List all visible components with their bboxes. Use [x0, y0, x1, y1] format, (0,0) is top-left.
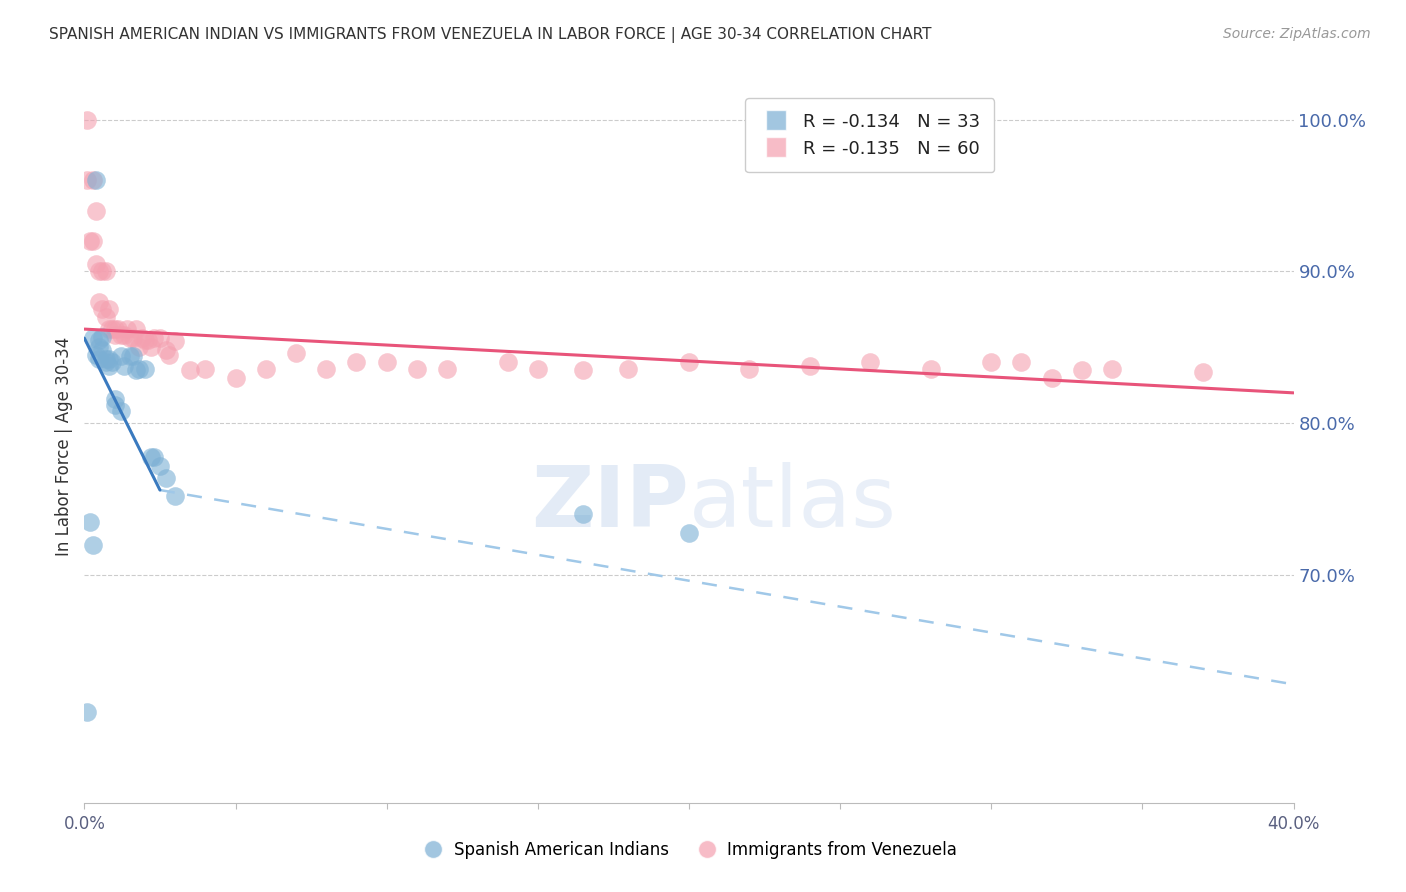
Point — [97, 359, 120, 373]
Point — [165, 489, 187, 503]
Point — [225, 370, 247, 384]
Point — [375, 355, 398, 369]
Point — [110, 328, 132, 343]
Point — [1011, 355, 1033, 369]
Point — [134, 333, 156, 347]
Point — [76, 705, 98, 719]
Point — [91, 264, 114, 278]
Point — [97, 322, 120, 336]
Text: atlas: atlas — [689, 461, 897, 545]
Point — [118, 350, 141, 364]
Point — [179, 363, 201, 377]
Point — [139, 450, 162, 464]
Point — [617, 361, 640, 376]
Point — [149, 458, 172, 473]
Text: ZIP: ZIP — [531, 461, 689, 545]
Point — [79, 234, 101, 248]
Point — [134, 361, 156, 376]
Point — [1040, 370, 1063, 384]
Point — [91, 343, 114, 358]
Point — [121, 331, 143, 345]
Point — [89, 333, 111, 347]
Point — [678, 355, 700, 369]
Point — [104, 322, 127, 336]
Point — [82, 173, 104, 187]
Point — [82, 331, 104, 345]
Point — [1071, 363, 1094, 377]
Point — [572, 508, 595, 522]
Point — [89, 294, 111, 309]
Point — [980, 355, 1002, 369]
Point — [285, 346, 308, 360]
Point — [115, 322, 138, 336]
Point — [346, 355, 368, 369]
Point — [859, 355, 882, 369]
Point — [155, 471, 177, 485]
Point — [157, 348, 180, 362]
Point — [131, 331, 153, 345]
Point — [128, 340, 150, 354]
Point — [136, 333, 159, 347]
Point — [82, 538, 104, 552]
Point — [125, 322, 148, 336]
Point — [496, 355, 519, 369]
Point — [315, 361, 337, 376]
Point — [738, 361, 761, 376]
Point — [254, 361, 277, 376]
Point — [110, 404, 132, 418]
Point — [104, 328, 127, 343]
Point — [527, 361, 550, 376]
Point — [121, 350, 143, 364]
Point — [112, 328, 135, 343]
Point — [142, 331, 165, 345]
Point — [107, 322, 129, 336]
Point — [86, 203, 108, 218]
Point — [436, 361, 458, 376]
Point — [1101, 361, 1123, 376]
Point — [94, 264, 117, 278]
Point — [100, 322, 122, 336]
Point — [89, 352, 111, 367]
Point — [86, 173, 108, 187]
Point — [91, 302, 114, 317]
Text: Source: ZipAtlas.com: Source: ZipAtlas.com — [1223, 27, 1371, 41]
Point — [920, 361, 942, 376]
Point — [142, 450, 165, 464]
Point — [94, 355, 117, 369]
Point — [1192, 365, 1215, 379]
Point — [97, 302, 120, 317]
Point — [82, 234, 104, 248]
Point — [76, 112, 98, 127]
Point — [94, 310, 117, 324]
Point — [128, 361, 150, 376]
Point — [112, 359, 135, 373]
Point — [89, 340, 111, 354]
Point — [97, 352, 120, 367]
Point — [104, 398, 127, 412]
Point — [94, 352, 117, 367]
Text: SPANISH AMERICAN INDIAN VS IMMIGRANTS FROM VENEZUELA IN LABOR FORCE | AGE 30-34 : SPANISH AMERICAN INDIAN VS IMMIGRANTS FR… — [49, 27, 932, 43]
Point — [104, 392, 127, 406]
Point — [155, 343, 177, 358]
Point — [118, 331, 141, 345]
Point — [86, 257, 108, 271]
Point — [149, 331, 172, 345]
Point — [125, 363, 148, 377]
Point — [678, 525, 700, 540]
Point — [194, 361, 217, 376]
Point — [79, 515, 101, 529]
Y-axis label: In Labor Force | Age 30-34: In Labor Force | Age 30-34 — [55, 336, 73, 556]
Point — [89, 264, 111, 278]
Point — [100, 355, 122, 369]
Point — [139, 340, 162, 354]
Point — [76, 173, 98, 187]
Point — [110, 350, 132, 364]
Point — [406, 361, 429, 376]
Point — [86, 348, 108, 362]
Point — [165, 334, 187, 349]
Point — [572, 363, 595, 377]
Point — [799, 359, 821, 373]
Legend: Spanish American Indians, Immigrants from Venezuela: Spanish American Indians, Immigrants fro… — [413, 835, 965, 866]
Point — [91, 329, 114, 343]
